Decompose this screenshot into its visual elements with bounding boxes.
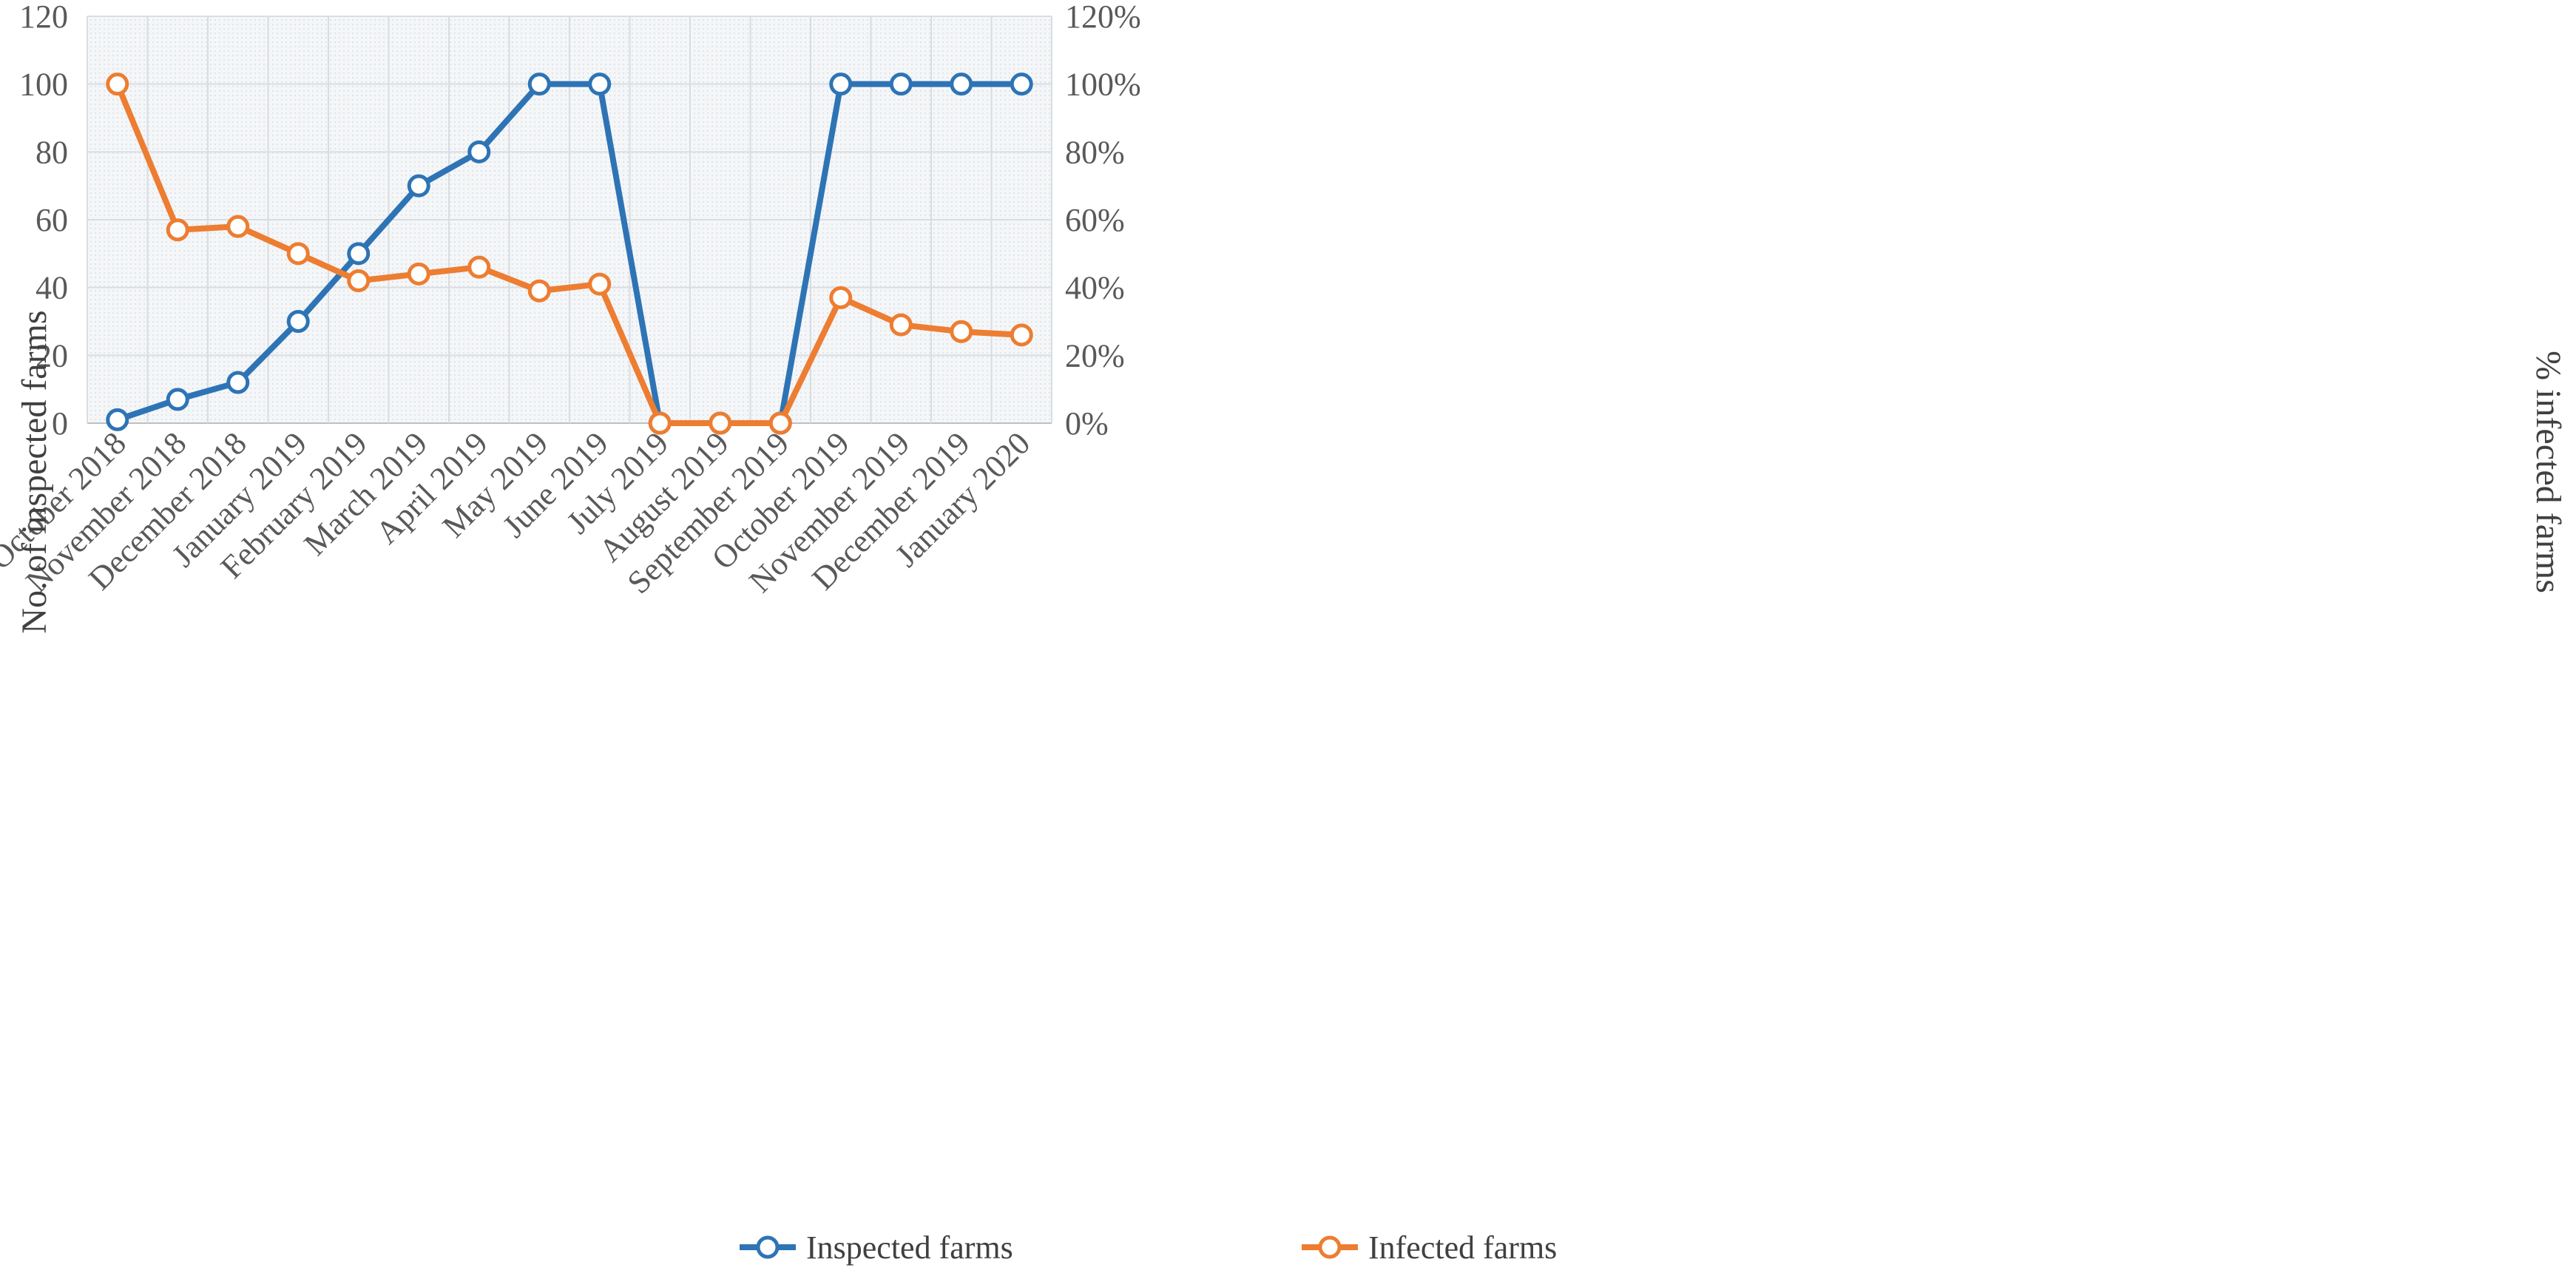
data-point-infected-farms	[889, 313, 913, 337]
data-point-inspected-farms	[829, 72, 853, 96]
data-point-infected-farms	[588, 272, 612, 296]
data-point-infected-farms	[347, 269, 371, 292]
y-tick-right-label: 40%	[1065, 270, 1125, 306]
legend-swatch-marker	[756, 1235, 780, 1259]
data-point-inspected-farms	[889, 72, 913, 96]
data-point-inspected-farms	[347, 242, 371, 266]
y-tick-right-label: 0%	[1065, 405, 1109, 442]
legend-swatch-marker	[1318, 1235, 1342, 1259]
data-point-inspected-farms	[588, 72, 612, 96]
y-tick-right-label: 120%	[1065, 0, 1141, 35]
y-tick-left-label: 0	[52, 405, 68, 442]
data-point-infected-farms	[527, 279, 551, 303]
legend-item-inspected-farms: Inspected farms	[740, 1229, 1013, 1266]
data-point-infected-farms	[829, 286, 853, 309]
data-point-inspected-farms	[286, 310, 310, 333]
data-point-inspected-farms	[166, 388, 189, 411]
data-point-inspected-farms	[1010, 72, 1033, 96]
data-point-infected-farms	[709, 411, 732, 435]
data-point-infected-farms	[166, 218, 189, 242]
data-point-infected-farms	[768, 411, 792, 435]
y-tick-left-label: 20	[36, 337, 68, 374]
y-tick-left-label: 60	[36, 202, 68, 238]
data-point-inspected-farms	[950, 72, 973, 96]
y-tick-right-label: 60%	[1065, 202, 1125, 238]
y-axis-right-label: % infected farms	[2529, 351, 2568, 593]
data-point-inspected-farms	[527, 72, 551, 96]
data-point-infected-farms	[467, 255, 491, 279]
legend: Inspected farms Infected farms	[740, 1229, 1557, 1266]
data-point-inspected-farms	[467, 140, 491, 163]
data-point-infected-farms	[407, 262, 430, 286]
y-tick-left-label: 40	[36, 270, 68, 306]
data-point-infected-farms	[648, 411, 672, 435]
data-point-infected-farms	[286, 242, 310, 266]
y-tick-right-label: 80%	[1065, 134, 1125, 170]
legend-label: Infected farms	[1368, 1229, 1557, 1266]
data-point-inspected-farms	[106, 408, 129, 431]
y-tick-right-label: 100%	[1065, 67, 1141, 103]
data-point-infected-farms	[950, 320, 973, 343]
data-point-inspected-farms	[407, 174, 430, 198]
data-point-inspected-farms	[226, 371, 250, 394]
y-tick-right-label: 20%	[1065, 337, 1125, 374]
legend-item-infected-farms: Infected farms	[1302, 1229, 1557, 1266]
data-point-infected-farms	[106, 72, 129, 96]
series-line-inspected-farms	[114, 81, 1025, 426]
data-point-infected-farms	[1010, 323, 1033, 347]
y-tick-left-label: 100	[19, 67, 68, 103]
series-line-infected-farms	[114, 81, 1025, 426]
legend-label: Inspected farms	[806, 1229, 1013, 1266]
y-tick-left-label: 120	[19, 0, 68, 35]
y-axis-left-label: No. of inspected farms	[15, 310, 54, 633]
data-point-infected-farms	[226, 215, 250, 238]
y-tick-left-label: 80	[36, 134, 68, 170]
